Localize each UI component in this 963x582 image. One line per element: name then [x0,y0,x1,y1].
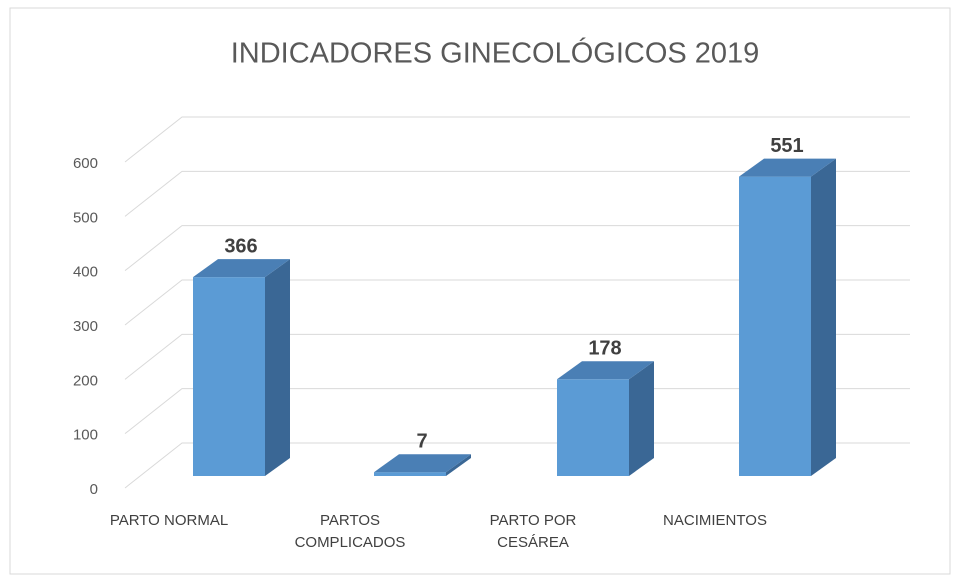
y-tick-label: 600 [73,155,98,172]
bar [374,472,446,476]
bar [193,277,265,476]
y-tick-label: 500 [73,209,98,226]
value-label: 7 [416,430,427,452]
value-label: 178 [588,338,621,360]
grid-line [124,333,910,380]
bar-side [446,454,471,476]
bar [557,379,629,476]
x-tick-label: NACIMIENTOS [663,512,767,529]
value-label: 366 [224,235,257,257]
chart-title: INDICADORES GINECOLÓGICOS 2019 [231,37,760,70]
bar-side [629,361,654,476]
grid-line [124,225,910,272]
x-tick-label: PARTO NORMAL [109,512,229,529]
bar-side [811,158,836,476]
grid-line [124,170,910,217]
x-tick-label: PARTO POR CESÁREA [489,512,577,551]
bar-top [739,158,836,177]
x-tick-label: PARTOS COMPLICADOS [294,512,406,551]
y-tick-label: 0 [90,481,98,498]
grid-line [124,116,910,163]
bar-top [193,259,290,278]
grid-line [124,388,910,435]
y-tick-label: 200 [73,372,98,389]
bar-side [265,259,290,476]
grid-line [124,279,910,326]
bar-top [557,361,654,380]
bar-top [374,454,471,473]
bar [739,176,811,476]
value-label: 551 [770,135,803,157]
y-tick-label: 100 [73,427,98,444]
y-tick-label: 300 [73,318,98,335]
y-tick-label: 400 [73,264,98,281]
grid-line [124,442,910,489]
